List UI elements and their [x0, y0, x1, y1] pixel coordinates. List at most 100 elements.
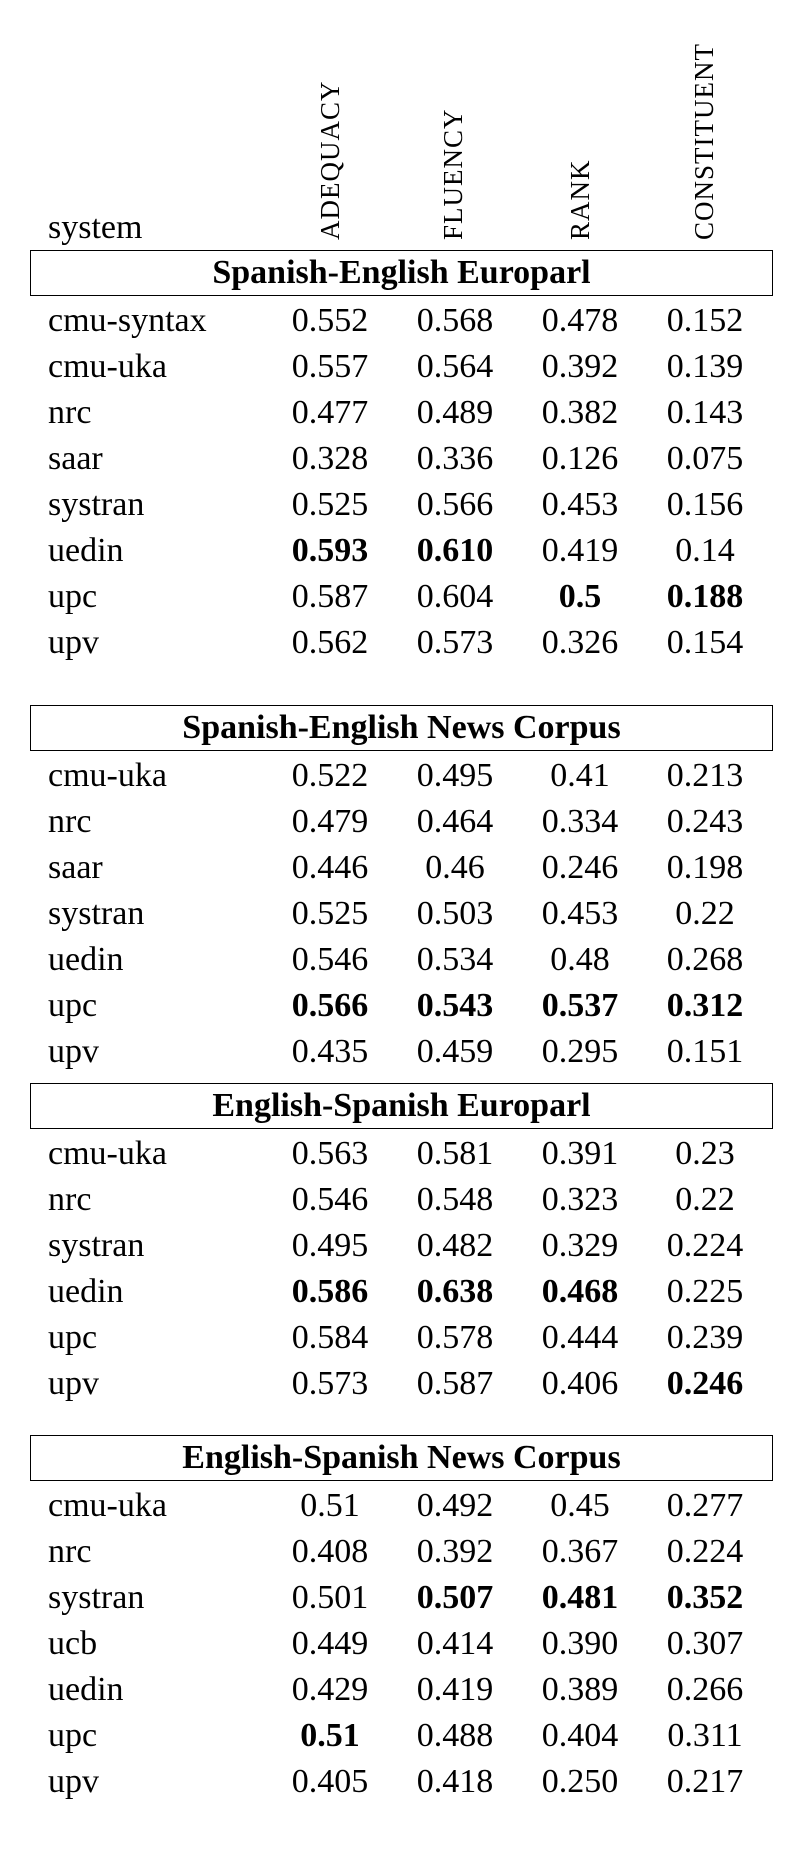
- system-name: upv: [48, 1033, 99, 1070]
- score-fluency: 0.418: [416, 1763, 494, 1800]
- system-name: upc: [48, 578, 98, 615]
- score-rank: 0.453: [541, 486, 619, 523]
- system-name: upv: [48, 624, 99, 661]
- score-adequacy: 0.495: [291, 1227, 369, 1264]
- score-rank: 0.406: [541, 1365, 619, 1402]
- score-fluency: 0.578: [416, 1319, 494, 1356]
- score-adequacy: 0.546: [291, 1181, 369, 1218]
- score-rank: 0.45: [550, 1487, 610, 1524]
- table-row: ucb 0.449 0.414 0.390 0.307: [0, 1621, 801, 1667]
- score-constituent: 0.312: [666, 987, 744, 1024]
- score-adequacy: 0.51: [300, 1487, 360, 1524]
- score-adequacy: 0.584: [291, 1319, 369, 1356]
- score-adequacy: 0.587: [291, 578, 369, 615]
- system-name: upc: [48, 1319, 98, 1356]
- score-constituent: 0.217: [666, 1763, 744, 1800]
- score-rank: 0.419: [541, 532, 619, 569]
- score-fluency: 0.566: [416, 486, 494, 523]
- score-fluency: 0.459: [416, 1033, 494, 1070]
- score-adequacy: 0.525: [291, 486, 369, 523]
- score-constituent: 0.239: [666, 1319, 744, 1356]
- table-row: upv 0.573 0.587 0.406 0.246: [0, 1361, 801, 1407]
- system-name: cmu-uka: [48, 348, 167, 385]
- score-rank: 0.295: [541, 1033, 619, 1070]
- score-rank: 0.392: [541, 348, 619, 385]
- score-rank: 0.453: [541, 895, 619, 932]
- score-adequacy: 0.562: [291, 624, 369, 661]
- column-header-adequacy: ADEQUACY: [315, 80, 345, 241]
- column-header-rank: RANK: [565, 159, 595, 240]
- score-fluency: 0.414: [416, 1625, 494, 1662]
- score-constituent: 0.23: [675, 1135, 735, 1172]
- score-constituent: 0.266: [666, 1671, 744, 1708]
- system-name: systran: [48, 895, 145, 932]
- system-name: nrc: [48, 1533, 92, 1570]
- score-constituent: 0.352: [666, 1579, 744, 1616]
- score-fluency: 0.564: [416, 348, 494, 385]
- table-row: uedin 0.586 0.638 0.468 0.225: [0, 1269, 801, 1315]
- system-name: nrc: [48, 803, 92, 840]
- score-adequacy: 0.586: [291, 1273, 369, 1310]
- score-fluency: 0.638: [416, 1273, 494, 1310]
- score-constituent: 0.188: [666, 578, 744, 615]
- system-name: systran: [48, 1579, 145, 1616]
- system-name: upv: [48, 1763, 99, 1800]
- score-adequacy: 0.51: [300, 1717, 360, 1754]
- score-adequacy: 0.477: [291, 394, 369, 431]
- score-fluency: 0.548: [416, 1181, 494, 1218]
- score-adequacy: 0.449: [291, 1625, 369, 1662]
- score-adequacy: 0.429: [291, 1671, 369, 1708]
- score-fluency: 0.534: [416, 941, 494, 978]
- table-row: nrc 0.479 0.464 0.334 0.243: [0, 799, 801, 845]
- score-constituent: 0.139: [666, 348, 744, 385]
- score-constituent: 0.151: [666, 1033, 744, 1070]
- score-rank: 0.41: [550, 757, 610, 794]
- score-fluency: 0.587: [416, 1365, 494, 1402]
- score-rank: 0.481: [541, 1579, 619, 1616]
- score-constituent: 0.143: [666, 394, 744, 431]
- score-rank: 0.404: [541, 1717, 619, 1754]
- score-constituent: 0.224: [666, 1227, 744, 1264]
- score-fluency: 0.604: [416, 578, 494, 615]
- table-row: cmu-uka 0.563 0.581 0.391 0.23: [0, 1131, 801, 1177]
- table-row: upv 0.562 0.573 0.326 0.154: [0, 620, 801, 666]
- score-adequacy: 0.552: [291, 302, 369, 339]
- table-row: upc 0.584 0.578 0.444 0.239: [0, 1315, 801, 1361]
- score-rank: 0.326: [541, 624, 619, 661]
- section-title: English-Spanish Europarl: [30, 1083, 773, 1129]
- score-fluency: 0.492: [416, 1487, 494, 1524]
- score-constituent: 0.277: [666, 1487, 744, 1524]
- score-rank: 0.390: [541, 1625, 619, 1662]
- score-rank: 0.334: [541, 803, 619, 840]
- score-adequacy: 0.446: [291, 849, 369, 886]
- table-row: upv 0.435 0.459 0.295 0.151: [0, 1029, 801, 1075]
- column-header-fluency: FLUENCY: [438, 108, 468, 240]
- score-rank: 0.329: [541, 1227, 619, 1264]
- score-adequacy: 0.408: [291, 1533, 369, 1570]
- table-row: systran 0.501 0.507 0.481 0.352: [0, 1575, 801, 1621]
- score-fluency: 0.581: [416, 1135, 494, 1172]
- score-adequacy: 0.557: [291, 348, 369, 385]
- system-name: cmu-uka: [48, 757, 167, 794]
- score-fluency: 0.507: [416, 1579, 494, 1616]
- table-row: cmu-uka 0.522 0.495 0.41 0.213: [0, 753, 801, 799]
- score-constituent: 0.075: [666, 440, 744, 477]
- system-name: ucb: [48, 1625, 98, 1662]
- score-adequacy: 0.566: [291, 987, 369, 1024]
- table-row: nrc 0.546 0.548 0.323 0.22: [0, 1177, 801, 1223]
- score-adequacy: 0.501: [291, 1579, 369, 1616]
- score-constituent: 0.198: [666, 849, 744, 886]
- score-adequacy: 0.479: [291, 803, 369, 840]
- table-row: nrc 0.408 0.392 0.367 0.224: [0, 1529, 801, 1575]
- table-row: cmu-syntax 0.552 0.568 0.478 0.152: [0, 298, 801, 344]
- score-constituent: 0.246: [666, 1365, 744, 1402]
- table-row: uedin 0.593 0.610 0.419 0.14: [0, 528, 801, 574]
- score-fluency: 0.610: [416, 532, 494, 569]
- score-constituent: 0.154: [666, 624, 744, 661]
- system-name: nrc: [48, 394, 92, 431]
- score-fluency: 0.482: [416, 1227, 494, 1264]
- score-rank: 0.5: [558, 578, 602, 615]
- system-name: saar: [48, 849, 103, 886]
- system-name: cmu-uka: [48, 1487, 167, 1524]
